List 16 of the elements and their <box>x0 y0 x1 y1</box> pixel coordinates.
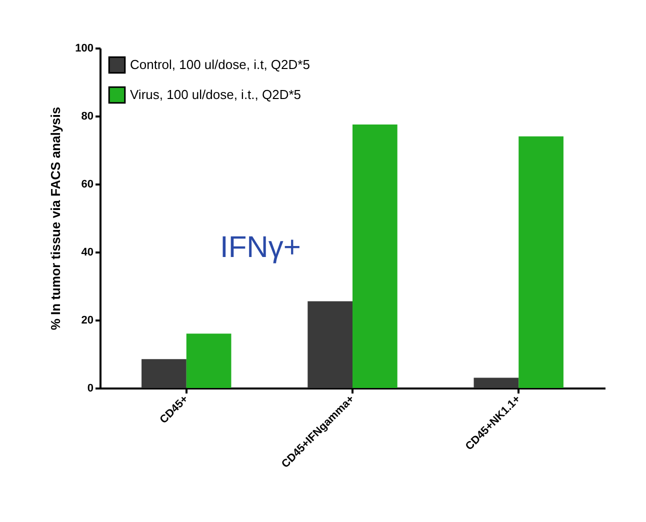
y-tick-label: 100 <box>75 42 94 54</box>
bar <box>308 301 352 388</box>
legend-label: Virus, 100 ul/dose, i.t., Q2D*5 <box>130 87 302 102</box>
y-tick-label: 60 <box>81 178 94 190</box>
bar <box>518 136 564 388</box>
bar <box>142 359 186 388</box>
bar <box>474 378 519 388</box>
y-axis-title: % In tumor tissue via FACS analysis <box>48 106 64 330</box>
y-tick-label: 40 <box>81 246 94 258</box>
y-tick-label: 20 <box>81 314 94 326</box>
y-tick-label: 0 <box>87 382 94 394</box>
bar <box>186 334 232 388</box>
bar <box>352 124 398 388</box>
y-tick-label: 80 <box>81 110 94 122</box>
legend-label: Control, 100 ul/dose, i.t, Q2D*5 <box>130 57 310 72</box>
annotation: IFNγ+ <box>220 231 301 264</box>
